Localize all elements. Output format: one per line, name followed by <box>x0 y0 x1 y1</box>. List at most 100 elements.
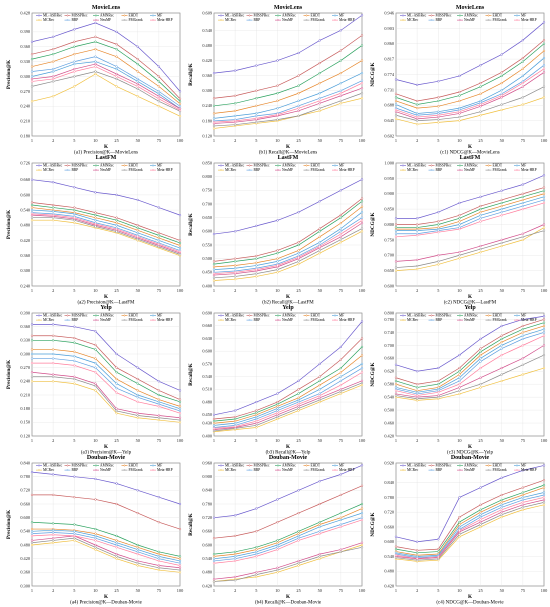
data-point <box>458 525 461 529</box>
x-tick-label: 75 <box>157 288 161 293</box>
data-point <box>479 204 482 208</box>
x-tick-label: 10 <box>275 438 279 443</box>
data-point <box>73 350 76 353</box>
data-point <box>73 534 76 538</box>
legend-marker <box>334 169 336 171</box>
data-point <box>136 77 139 81</box>
data-point <box>136 238 139 241</box>
data-point <box>94 384 97 388</box>
data-point <box>52 541 55 544</box>
data-point <box>500 508 503 511</box>
data-point <box>479 511 482 514</box>
data-point <box>94 211 97 214</box>
data-point <box>542 331 546 334</box>
y-tick-label: 0.500 <box>384 408 394 413</box>
data-point <box>416 112 419 115</box>
series-line <box>31 371 181 419</box>
data-point <box>437 254 440 257</box>
data-point <box>297 534 300 538</box>
data-point <box>157 521 160 524</box>
y-tick-label: 0.420 <box>384 433 394 438</box>
data-point <box>479 214 482 217</box>
data-point <box>178 568 182 572</box>
legend-marker <box>430 169 433 171</box>
y-tick-label: 0.780 <box>20 474 30 479</box>
series-line <box>213 382 363 432</box>
data-point <box>521 232 524 235</box>
data-point <box>360 381 364 385</box>
data-point <box>437 538 440 541</box>
data-point <box>157 496 160 499</box>
legend-marker <box>95 14 97 17</box>
data-point <box>52 48 55 51</box>
x-tick-label: 1 <box>213 588 215 593</box>
data-point <box>479 366 482 370</box>
data-point <box>178 502 182 506</box>
x-tick-label: 10 <box>275 288 279 293</box>
legend-label: NeuMF <box>464 468 475 472</box>
data-point <box>212 263 216 266</box>
data-point <box>52 216 55 219</box>
data-point <box>500 103 503 106</box>
data-point <box>479 525 482 529</box>
series-line <box>31 36 181 100</box>
data-point <box>500 201 503 205</box>
data-point <box>73 537 76 540</box>
legend-label: EHDT <box>311 164 321 168</box>
data-point <box>542 64 546 67</box>
series-line <box>31 22 181 92</box>
legend-marker <box>66 314 69 317</box>
data-point <box>276 498 279 501</box>
data-point <box>212 232 216 236</box>
data-point <box>458 370 461 373</box>
legend-marker <box>123 164 126 167</box>
data-point <box>394 78 398 81</box>
data-point <box>542 67 546 70</box>
legend-marker <box>220 164 222 167</box>
legend-marker <box>248 164 251 167</box>
data-point <box>318 252 321 255</box>
data-point <box>30 40 34 43</box>
series-line <box>213 546 363 582</box>
y-tick-label: 0.210 <box>20 119 30 124</box>
data-point <box>52 70 55 73</box>
data-point <box>339 390 342 393</box>
data-point <box>318 230 321 233</box>
series-line <box>32 219 181 256</box>
data-point <box>73 377 76 381</box>
data-point <box>115 412 118 415</box>
data-point <box>318 71 321 75</box>
data-point <box>136 550 139 553</box>
x-tick-label: 2 <box>234 138 236 143</box>
data-point <box>318 532 321 535</box>
y-axis-label: Precision@K <box>6 360 12 389</box>
series-line <box>395 72 545 120</box>
data-point <box>178 214 182 217</box>
data-point <box>73 325 76 328</box>
data-point <box>30 334 34 337</box>
data-point <box>276 521 279 524</box>
data-point <box>521 506 524 509</box>
data-point <box>437 396 440 399</box>
data-point <box>458 201 461 205</box>
data-point <box>94 534 97 538</box>
y-tick-label: 0.600 <box>384 283 394 288</box>
data-point <box>521 334 524 337</box>
legend-marker <box>152 319 154 321</box>
y-tick-label: 0.850 <box>202 160 212 165</box>
data-point <box>458 496 461 499</box>
data-point <box>73 530 76 533</box>
y-tick-label: 0.600 <box>202 229 212 234</box>
legend-label: BRP <box>254 318 261 322</box>
legend-label: EHDT <box>493 164 503 168</box>
y-tick-label: 0.540 <box>202 374 212 379</box>
legend-marker <box>334 469 336 471</box>
data-point <box>73 375 76 378</box>
legend-label: ML-ASBRec <box>43 464 63 468</box>
data-point <box>73 212 76 215</box>
x-tick-label: 25 <box>296 288 300 293</box>
legend-marker <box>95 19 97 21</box>
legend-marker <box>459 464 461 467</box>
data-point <box>255 400 258 404</box>
data-point <box>500 204 503 208</box>
